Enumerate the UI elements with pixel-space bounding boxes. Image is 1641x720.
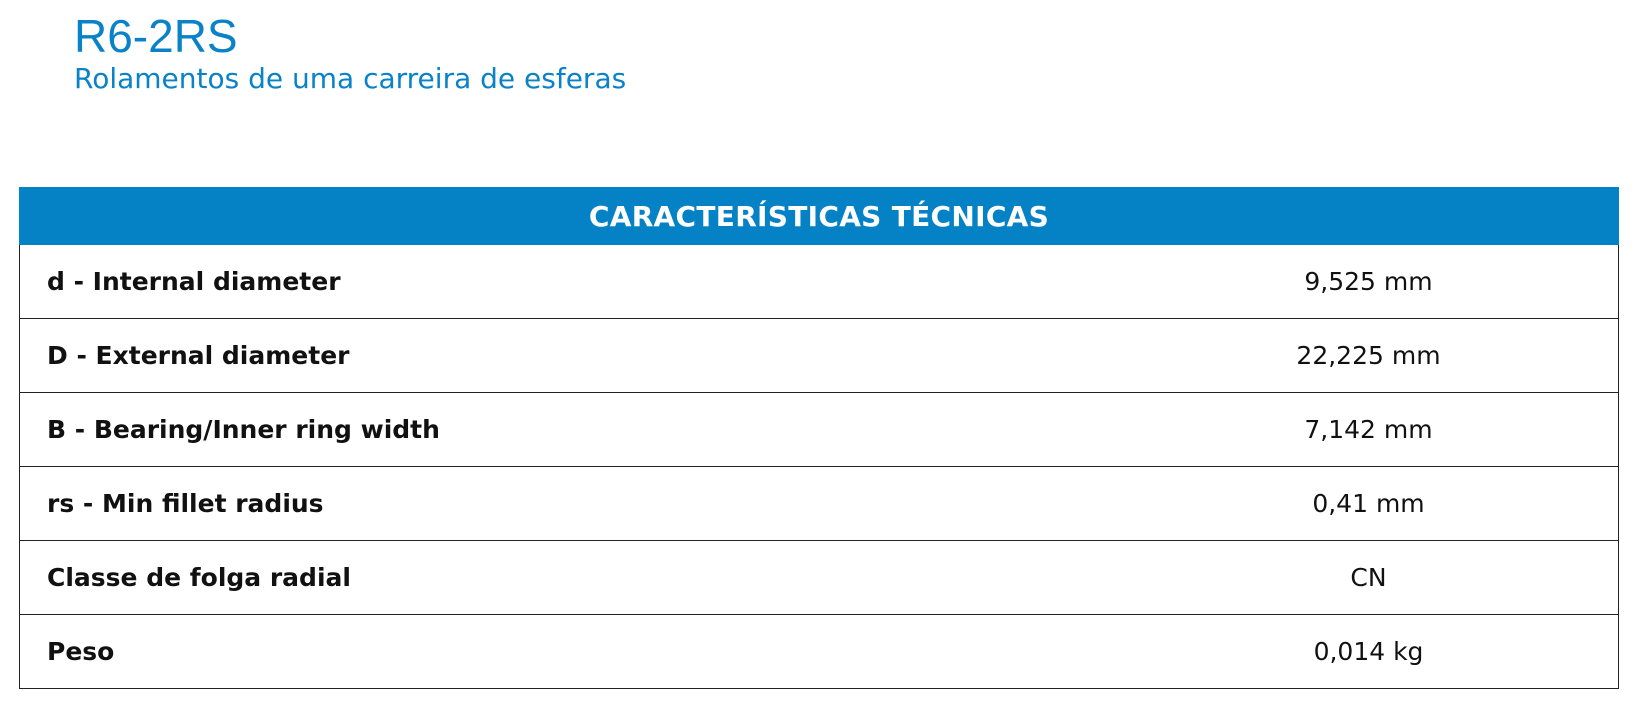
spec-label-ring-width: B - Bearing/Inner ring width <box>19 392 819 467</box>
table-header-row: CARACTERÍSTICAS TÉCNICAS <box>19 187 1619 245</box>
spec-label-external-diameter: D - External diameter <box>19 318 819 393</box>
product-subtitle: Rolamentos de uma carreira de esferas <box>74 62 627 95</box>
spec-label-weight: Peso <box>19 614 819 689</box>
spec-value-external-diameter: 22,225 mm <box>819 318 1619 393</box>
table-row: rs - Min fillet radius 0,41 mm <box>19 466 1619 541</box>
table-row: B - Bearing/Inner ring width 7,142 mm <box>19 392 1619 467</box>
spec-label-internal-diameter: d - Internal diameter <box>19 244 819 319</box>
product-code: R6-2RS <box>74 10 238 62</box>
spec-value-weight: 0,014 kg <box>819 614 1619 689</box>
spec-value-radial-clearance: CN <box>819 540 1619 615</box>
spec-value-ring-width: 7,142 mm <box>819 392 1619 467</box>
spec-label-fillet-radius: rs - Min fillet radius <box>19 466 819 541</box>
table-title: CARACTERÍSTICAS TÉCNICAS <box>19 187 1619 245</box>
table-row: Peso 0,014 kg <box>19 614 1619 689</box>
spec-value-internal-diameter: 9,525 mm <box>819 244 1619 319</box>
page-header: R6-2RS Rolamentos de uma carreira de esf… <box>74 10 626 96</box>
table-row: Classe de folga radial CN <box>19 540 1619 615</box>
technical-specs-table: CARACTERÍSTICAS TÉCNICAS d - Internal di… <box>19 187 1619 689</box>
table-row: D - External diameter 22,225 mm <box>19 318 1619 393</box>
spec-value-fillet-radius: 0,41 mm <box>819 466 1619 541</box>
spec-label-radial-clearance: Classe de folga radial <box>19 540 819 615</box>
table-row: d - Internal diameter 9,525 mm <box>19 244 1619 319</box>
